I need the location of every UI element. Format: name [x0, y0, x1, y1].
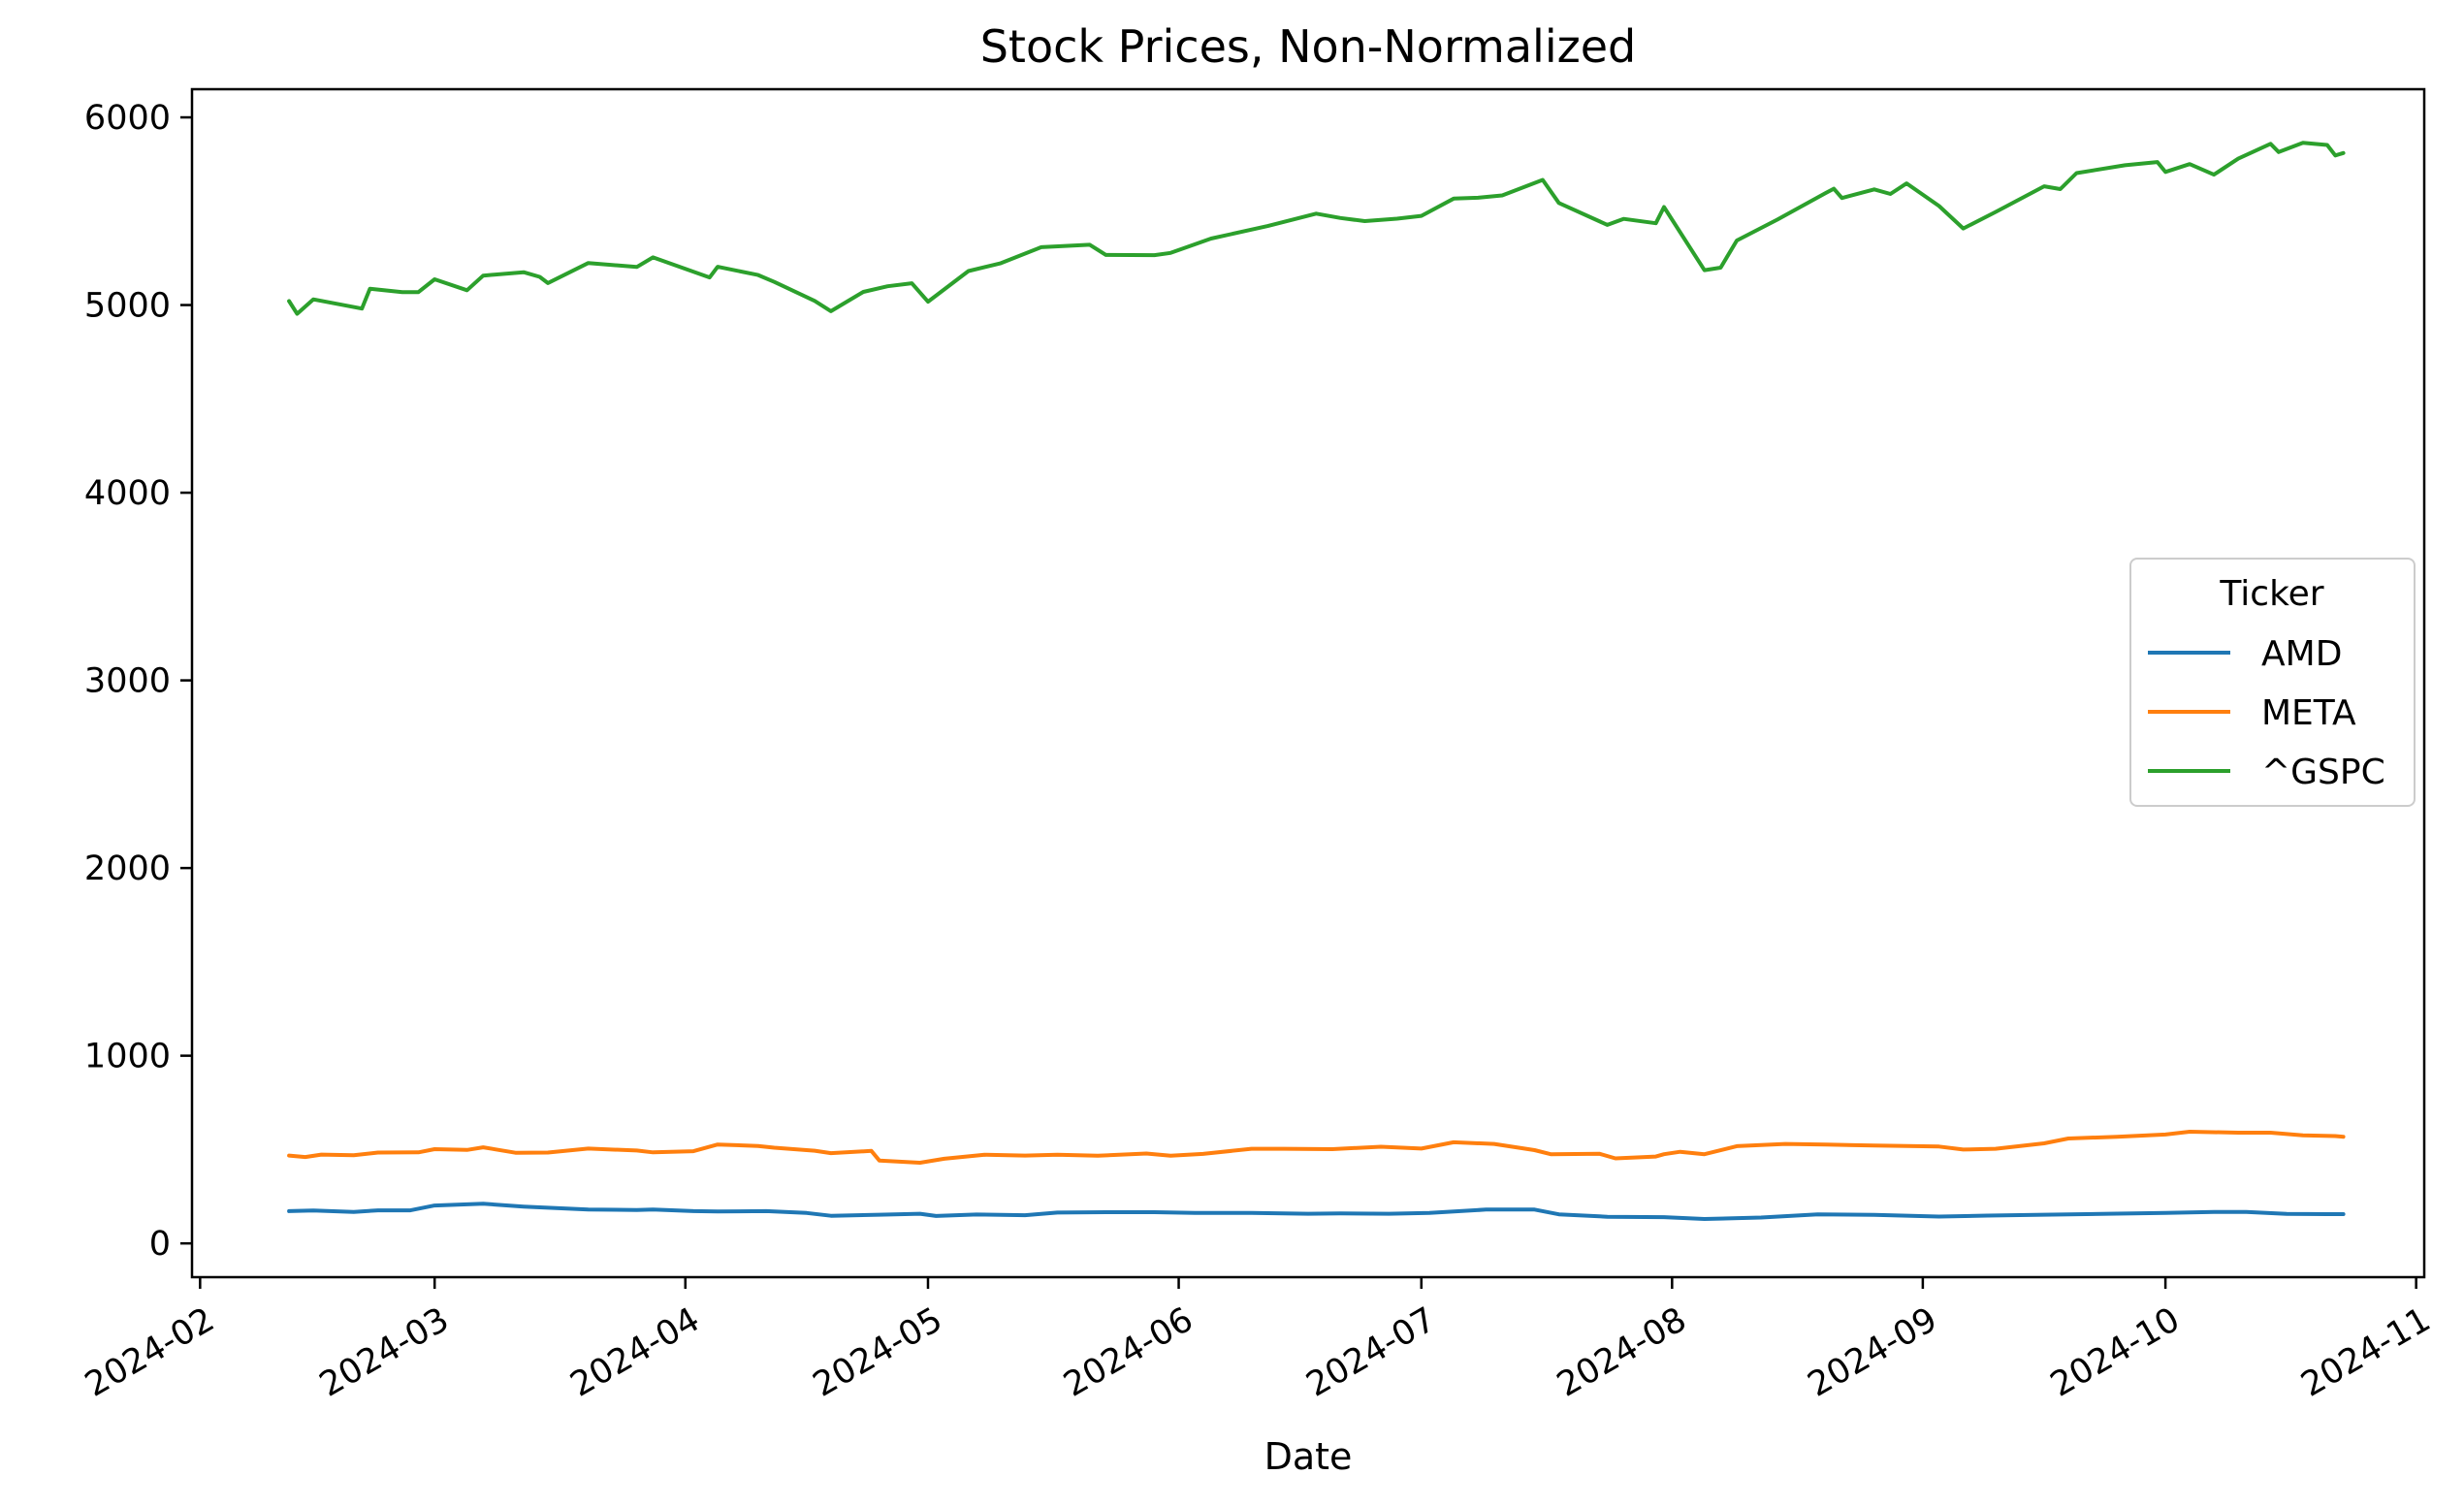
x-axis-label: Date	[1264, 1435, 1353, 1478]
x-axis: 2024-02 2024-03 2024-04 2024-05 2024-06 2024-…	[79, 1277, 2437, 1405]
series-layer	[287, 141, 2346, 1221]
x-tick-label: 2024-09	[1802, 1300, 1944, 1405]
y-axis: 0 1000 2000 3000 4000 5000 6000	[84, 99, 192, 1264]
x-tick-label: 2024-07	[1300, 1300, 1443, 1405]
x-tick-label: 2024-11	[2295, 1300, 2438, 1405]
y-tick-label: 3000	[84, 662, 171, 701]
y-tick-label: 5000	[84, 287, 171, 326]
legend-title: Ticker	[2219, 574, 2323, 614]
x-tick-label: 2024-03	[313, 1300, 456, 1405]
y-tick-label: 6000	[84, 99, 171, 138]
x-tick-label: 2024-10	[2044, 1300, 2187, 1405]
legend: Ticker AMD META ^GSPC	[2129, 558, 2416, 807]
y-tick-label: 0	[149, 1225, 171, 1264]
series-line-meta	[287, 1130, 2346, 1165]
plot-area-frame	[190, 87, 2426, 1279]
legend-items: AMD META ^GSPC	[2148, 634, 2385, 792]
legend-box	[2129, 558, 2416, 807]
legend-entry-label: META	[2261, 693, 2356, 733]
y-tick-label: 4000	[84, 474, 171, 513]
legend-entry-label: AMD	[2261, 634, 2342, 674]
x-tick-label: 2024-06	[1058, 1300, 1200, 1405]
chart-title: Stock Prices, Non-Normalized	[980, 20, 1637, 73]
x-tick-label: 2024-08	[1551, 1300, 1693, 1405]
legend-entry-label: ^GSPC	[2261, 753, 2385, 792]
series-line-gspc	[287, 141, 2346, 316]
series-line-amd	[287, 1202, 2346, 1221]
x-tick-label: 2024-02	[79, 1300, 221, 1405]
y-tick-label: 2000	[84, 850, 171, 888]
x-tick-label: 2024-04	[564, 1300, 707, 1405]
y-tick-label: 1000	[84, 1038, 171, 1076]
x-tick-label: 2024-05	[807, 1300, 949, 1405]
